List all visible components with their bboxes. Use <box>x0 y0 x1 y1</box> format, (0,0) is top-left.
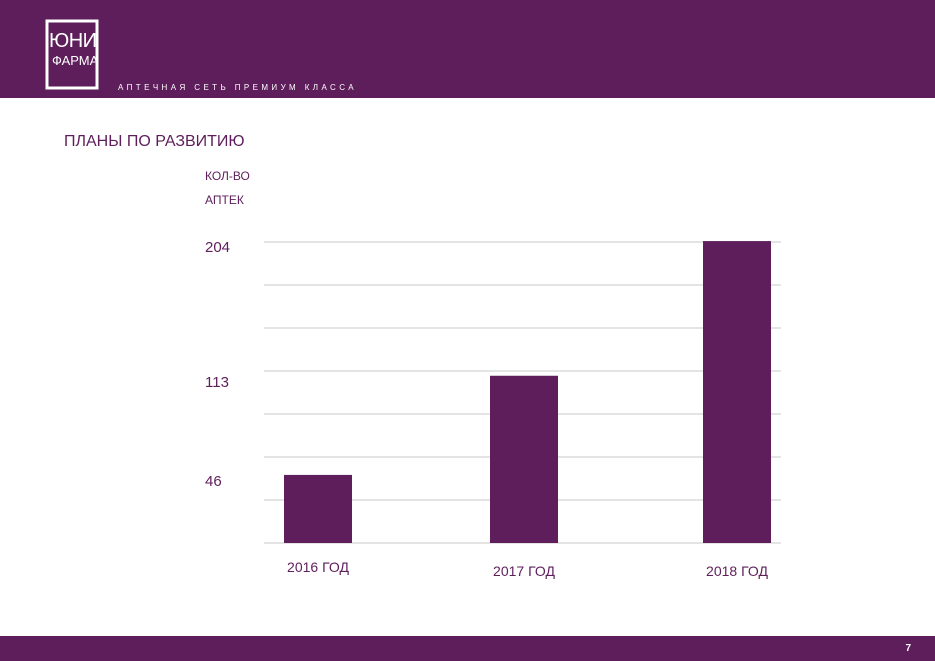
y-tick-label: 204 <box>205 239 230 256</box>
y-tick-label: 113 <box>205 374 229 391</box>
header-bar: ЮНИ ФАРМА АПТЕЧНАЯ СЕТЬ ПРЕМИУМ КЛАССА <box>0 0 935 98</box>
bar-3 <box>703 241 771 543</box>
x-tick-label: 2016 ГОД <box>287 559 349 575</box>
slide-title: ПЛАНЫ ПО РАЗВИТИЮ <box>64 133 245 150</box>
footer-bar: 7 <box>0 636 935 661</box>
logo-text-line2: ФАРМА <box>52 53 99 68</box>
y-axis-label-line2: АПТЕК <box>205 193 244 207</box>
logo-text-line1: ЮНИ <box>49 30 97 52</box>
y-axis-label-line1: КОЛ-ВО <box>205 169 250 183</box>
page-number: 7 <box>905 643 911 654</box>
tagline: АПТЕЧНАЯ СЕТЬ ПРЕМИУМ КЛАССА <box>118 83 357 92</box>
bar-1 <box>284 474 352 543</box>
x-tick-label: 2018 ГОД <box>706 563 768 579</box>
uni-farma-logo-icon <box>45 19 99 90</box>
y-tick-label: 46 <box>205 473 222 490</box>
x-tick-label: 2017 ГОД <box>493 563 555 579</box>
bar-2 <box>490 375 558 543</box>
